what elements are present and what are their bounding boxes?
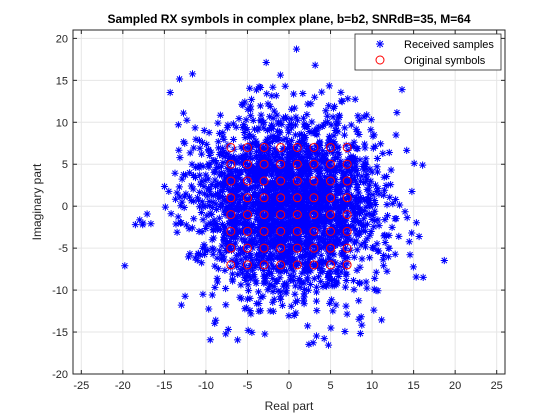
original-symbol-point — [342, 176, 352, 186]
original-symbol-point — [259, 226, 269, 236]
x-axis-label: Real part — [265, 399, 314, 413]
x-tick-label: 20 — [449, 380, 461, 392]
original-symbol-point — [342, 243, 352, 253]
y-tick-label: 0 — [62, 201, 68, 213]
original-symbol-point — [242, 142, 252, 152]
original-symbol-point — [242, 243, 252, 253]
original-symbol-point — [292, 159, 302, 169]
y-tick-label: 5 — [62, 159, 68, 171]
x-tick-label: -20 — [115, 380, 131, 392]
x-tick-label: -25 — [73, 380, 89, 392]
x-tick-label: 15 — [407, 380, 419, 392]
original-symbol-point — [309, 210, 319, 220]
original-symbol-point — [276, 210, 286, 220]
original-symbol-point — [309, 193, 319, 203]
original-symbol-point — [242, 159, 252, 169]
original-symbol-point — [242, 210, 252, 220]
original-symbol-point — [242, 176, 252, 186]
original-symbol-point — [276, 142, 286, 152]
legend-label-received: Received samples — [404, 39, 494, 51]
original-symbol-point — [326, 193, 336, 203]
original-symbol-point — [326, 159, 336, 169]
original-symbol-point — [342, 210, 352, 220]
original-symbol-point — [326, 142, 336, 152]
original-symbol-point — [226, 260, 236, 270]
legend-marker-received — [376, 40, 384, 48]
original-symbol-point — [276, 176, 286, 186]
original-symbol-point — [259, 176, 269, 186]
y-tick-label: -10 — [52, 285, 68, 297]
y-tick-label: -5 — [58, 243, 68, 255]
original-symbol-point — [242, 260, 252, 270]
y-axis-label: Imaginary part — [30, 163, 44, 240]
x-tick-label: 0 — [286, 380, 292, 392]
original-symbol-point — [259, 193, 269, 203]
legend-label-original: Original symbols — [404, 55, 486, 67]
original-symbol-point — [259, 159, 269, 169]
original-symbol-point — [309, 159, 319, 169]
original-symbol-point — [226, 243, 236, 253]
original-symbol-point — [292, 176, 302, 186]
original-symbol-point — [276, 226, 286, 236]
original-symbol-point — [292, 193, 302, 203]
original-symbol-point — [226, 210, 236, 220]
data-layer — [121, 45, 448, 349]
original-symbol-point — [342, 142, 352, 152]
original-symbol-point — [309, 176, 319, 186]
ticks: -25 -20 -15 -10 -5 0 5 10 15 20 25 -20 -15 -10 -5 0 5 10 1… — [52, 30, 505, 392]
original-symbol-point — [242, 226, 252, 236]
original-symbol-point — [309, 142, 319, 152]
x-tick-label: -10 — [198, 380, 214, 392]
legend-circle-icon — [375, 55, 385, 65]
original-symbol-point — [226, 193, 236, 203]
original-symbol-point — [342, 193, 352, 203]
original-symbol-point — [259, 210, 269, 220]
original-symbol-point — [226, 142, 236, 152]
original-symbol-point — [326, 176, 336, 186]
original-symbol-point — [309, 226, 319, 236]
original-symbol-point — [276, 193, 286, 203]
original-symbol-point — [309, 260, 319, 270]
original-symbol-point — [242, 193, 252, 203]
x-tick-label: -5 — [243, 380, 253, 392]
y-tick-label: 20 — [56, 33, 68, 45]
original-symbol-point — [326, 210, 336, 220]
x-tick-label: 10 — [366, 380, 378, 392]
original-symbol-point — [342, 226, 352, 236]
original-symbol-point — [226, 159, 236, 169]
legend-asterisk-icon — [376, 40, 384, 48]
legend-marker-original — [375, 55, 385, 65]
x-tick-label: -15 — [156, 380, 172, 392]
original-symbol-point — [259, 243, 269, 253]
y-tick-label: -20 — [52, 369, 68, 381]
original-symbol-point — [276, 260, 286, 270]
original-symbol-point — [342, 260, 352, 270]
y-tick-label: -15 — [52, 327, 68, 339]
chart-title: Sampled RX symbols in complex plane, b=b… — [107, 12, 470, 26]
original-symbol-point — [326, 243, 336, 253]
original-symbol-point — [342, 159, 352, 169]
original-symbol-point — [226, 226, 236, 236]
original-symbol-point — [292, 243, 302, 253]
original-symbol-point — [326, 226, 336, 236]
original-symbol-point — [309, 243, 319, 253]
original-symbol-point — [292, 210, 302, 220]
x-tick-label: 5 — [327, 380, 333, 392]
legend: Received samples Original symbols — [354, 33, 502, 71]
original-symbol-point — [276, 243, 286, 253]
y-tick-label: 15 — [56, 75, 68, 87]
original-symbol-point — [276, 159, 286, 169]
original-symbol-point — [292, 226, 302, 236]
y-tick-label: 10 — [56, 117, 68, 129]
original-symbol-point — [292, 260, 302, 270]
original-symbol-point — [259, 142, 269, 152]
original-symbol-point — [326, 260, 336, 270]
x-tick-label: 25 — [491, 380, 503, 392]
original-symbol-point — [226, 176, 236, 186]
original-symbol-point — [259, 260, 269, 270]
original-symbol-point — [292, 142, 302, 152]
received-sample-points — [167, 45, 420, 334]
